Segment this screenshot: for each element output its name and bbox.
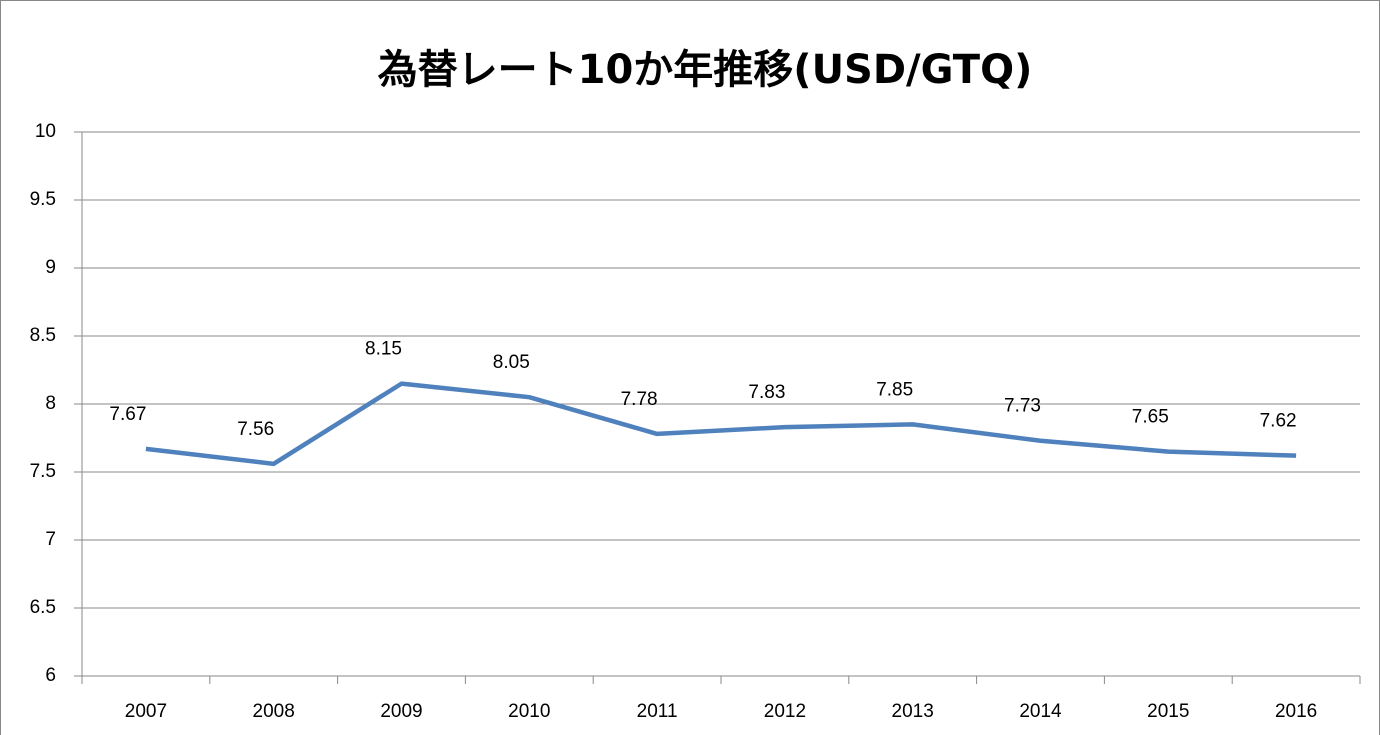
data-label: 7.78 (621, 389, 658, 410)
data-label: 7.67 (109, 404, 146, 425)
data-line (145, 381, 1297, 467)
y-tick-label: 8 (45, 393, 56, 414)
data-label: 7.56 (237, 419, 274, 440)
y-tick-label: 9 (45, 257, 56, 278)
y-tick-label: 9.5 (30, 189, 56, 210)
data-label: 8.05 (493, 352, 530, 373)
x-tick-label: 2007 (125, 701, 167, 722)
x-tick-label: 2016 (1275, 701, 1317, 722)
y-tick-label: 7 (45, 529, 56, 550)
chart-title: 為替レート10か年推移(USD/GTQ) (378, 47, 1033, 93)
x-tick-label: 2014 (1019, 701, 1062, 722)
data-label: 7.83 (748, 382, 785, 403)
x-tick-label: 2011 (637, 701, 678, 722)
y-tick-label: 8.5 (30, 325, 56, 346)
y-tick-label: 7.5 (30, 461, 56, 482)
y-tick-label: 10 (35, 121, 56, 142)
data-label: 7.62 (1260, 411, 1297, 432)
data-label: 7.73 (1004, 396, 1041, 417)
x-tick-label: 2009 (380, 701, 422, 722)
x-tick-label: 2010 (508, 701, 550, 722)
x-tick-label: 2012 (764, 701, 806, 722)
y-tick-label: 6 (45, 665, 56, 686)
data-label: 8.15 (365, 339, 402, 360)
y-tick-label: 6.5 (30, 597, 56, 618)
data-label: 7.65 (1132, 407, 1169, 428)
x-tick-label: 2013 (892, 701, 934, 722)
x-tick-label: 2008 (253, 701, 295, 722)
data-label: 7.85 (876, 379, 913, 400)
x-tick-label: 2015 (1147, 701, 1189, 722)
